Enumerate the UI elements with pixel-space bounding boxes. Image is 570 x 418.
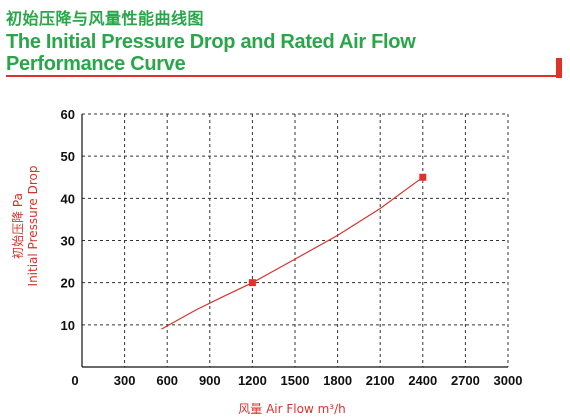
chart-title-chinese: 初始压降与风量性能曲线图 <box>6 9 205 28</box>
x-tick-label: 900 <box>199 373 221 388</box>
y-tick-label: 60 <box>61 107 75 122</box>
x-tick-label: 1500 <box>281 373 310 388</box>
x-tick-label: 2100 <box>366 373 395 388</box>
x-tick-label: 300 <box>114 373 136 388</box>
x-axis-label: 风量 Air Flow m³/h <box>238 402 345 416</box>
x-tick-label: 1200 <box>238 373 267 388</box>
title-accent-mark <box>556 58 562 78</box>
series-line <box>161 176 424 330</box>
y-tick-label: 50 <box>61 149 75 164</box>
x-tick-label: 3000 <box>494 373 523 388</box>
x-tick-label: 2400 <box>408 373 437 388</box>
y-tick-label: 20 <box>61 276 75 291</box>
chart-title-english-line1: The Initial Pressure Drop and Rated Air … <box>6 31 416 53</box>
data-point-marker <box>248 279 256 287</box>
title-underline <box>6 75 557 77</box>
y-tick-label: 10 <box>61 318 75 333</box>
x-tick-label: 2700 <box>451 373 480 388</box>
tick-labels: 0 300 600 900 1200 1500 1800 2100 2400 2700 3000 10… <box>61 107 523 388</box>
data-point-marker <box>419 173 427 181</box>
x-tick-label: 1800 <box>323 373 352 388</box>
x-tick-label: 600 <box>156 373 178 388</box>
x-tick-label: 0 <box>71 373 78 388</box>
y-tick-label: 40 <box>61 191 75 206</box>
y-tick-label: 30 <box>61 234 75 249</box>
chart-title-english-line2: Performance Curve <box>6 53 186 75</box>
series-layer <box>161 173 427 330</box>
y-axis-label-en: Initial Pressure Drop <box>26 166 40 287</box>
grid-layer <box>81 113 509 368</box>
y-axis-label-cn: 初始压降 Pa <box>11 193 25 259</box>
